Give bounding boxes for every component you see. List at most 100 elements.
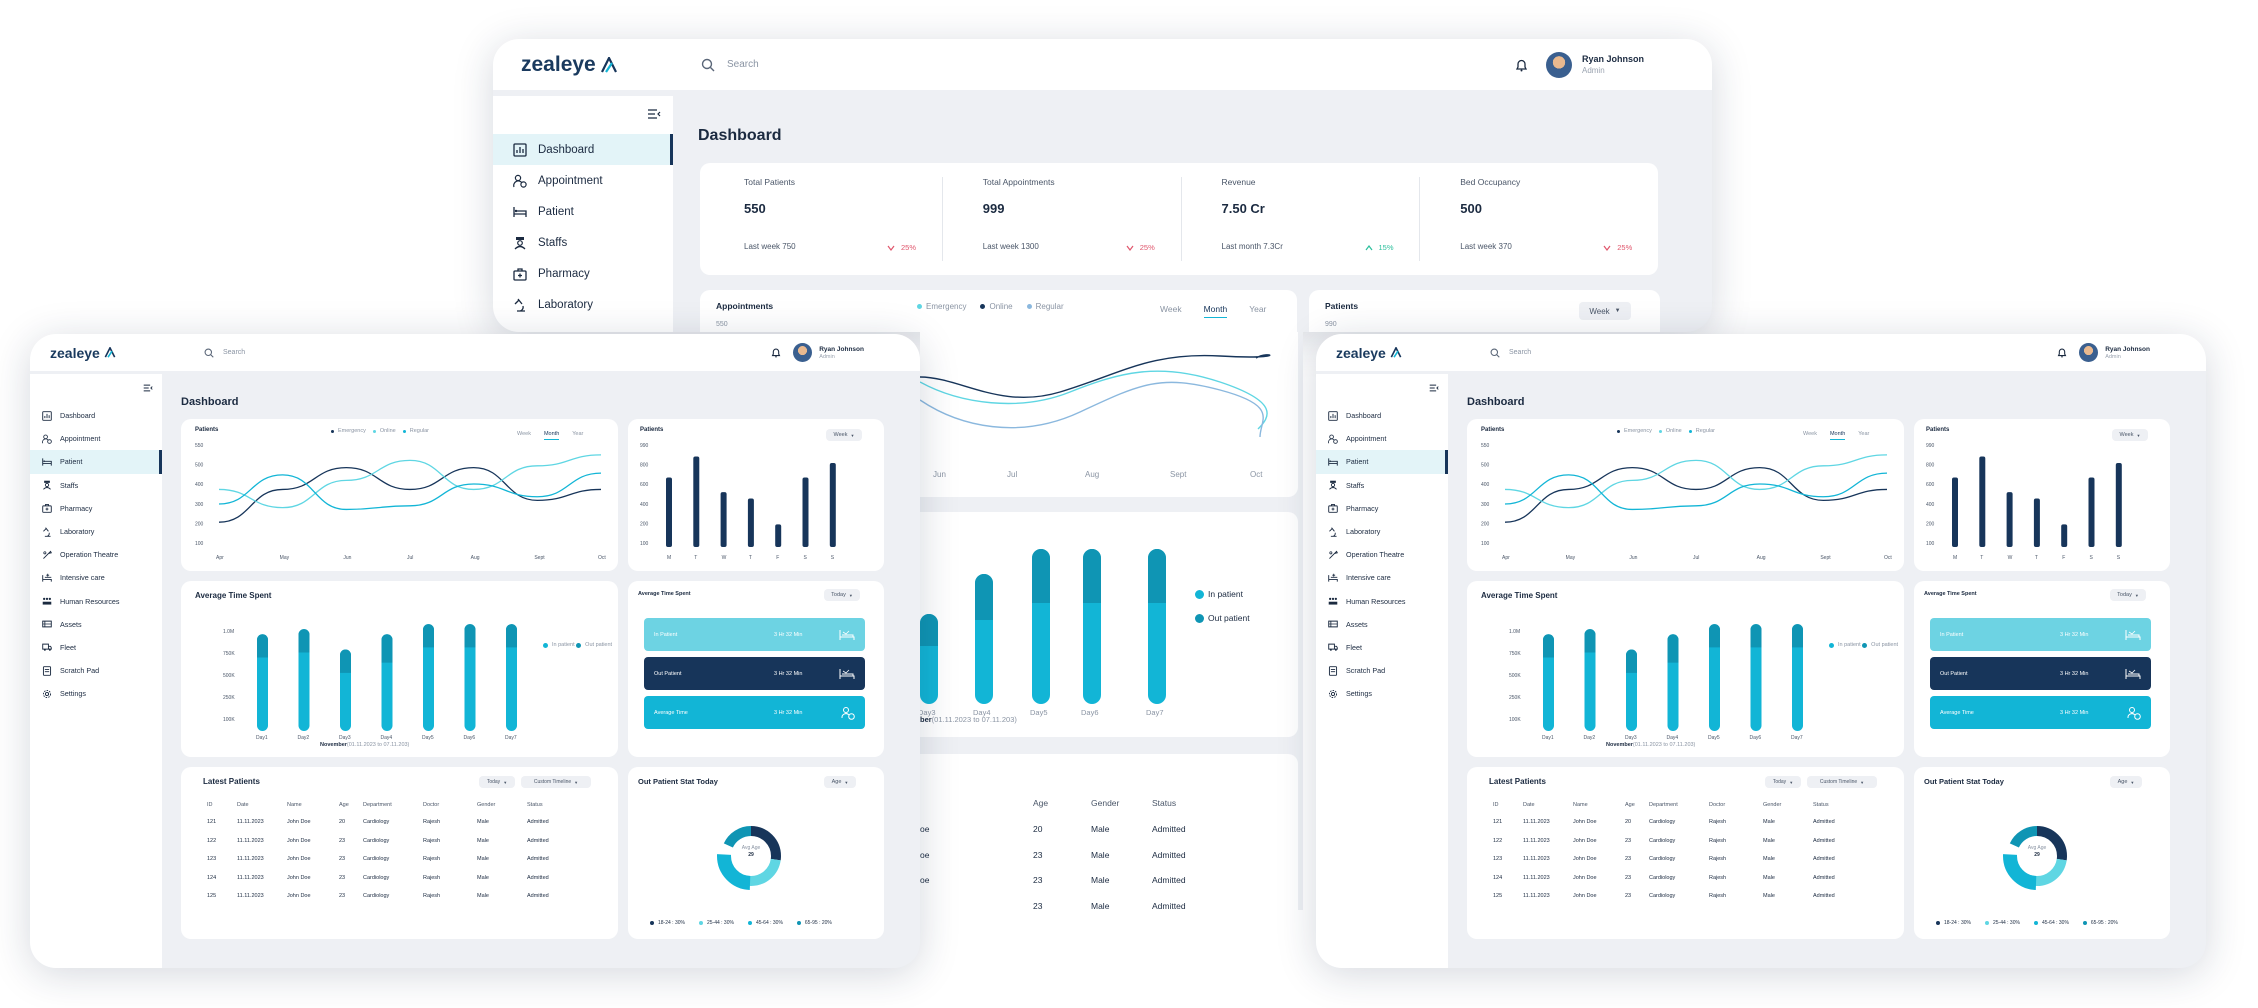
- table-cell: Rajesh: [423, 837, 441, 844]
- search-bar[interactable]: Search: [1490, 348, 1531, 358]
- sidebar-item-patient[interactable]: Patient: [493, 196, 673, 227]
- sidebar-item-pharmacy[interactable]: Pharmacy: [1316, 497, 1448, 520]
- sidebar-item-human-resources[interactable]: Human Resources: [30, 590, 162, 613]
- today-dropdown[interactable]: Today ▼: [2110, 589, 2146, 601]
- search-icon: [701, 58, 715, 71]
- logo[interactable]: zealeye: [521, 53, 701, 77]
- legend-online: Online: [372, 428, 396, 434]
- table-row[interactable]: oe 20 Male Admitted: [920, 824, 1298, 850]
- sidebar-item-dashboard[interactable]: Dashboard: [30, 404, 162, 427]
- tab-week[interactable]: Week: [1160, 304, 1182, 314]
- collapse-icon[interactable]: [647, 109, 661, 119]
- collapse-icon[interactable]: [1429, 384, 1439, 392]
- today-dropdown[interactable]: Today ▼: [1765, 776, 1801, 788]
- out-patient-bar: [1709, 624, 1720, 648]
- custom-timeline-dropdown[interactable]: Custom Timeline ▼: [521, 776, 591, 788]
- sidebar-item-operation-theatre[interactable]: Operation Theatre: [1316, 543, 1448, 566]
- tab-year[interactable]: Year: [1249, 304, 1267, 314]
- search-bar[interactable]: Search: [701, 58, 759, 72]
- user-profile[interactable]: Ryan Johnson Admin: [793, 343, 864, 362]
- sidebar-item-staffs[interactable]: Staffs: [1316, 474, 1448, 497]
- sidebar-item-staffs[interactable]: Staffs: [493, 227, 673, 258]
- tab-month[interactable]: Month: [1203, 304, 1228, 318]
- sidebar-item-dashboard[interactable]: Dashboard: [1316, 404, 1448, 427]
- table-cell: 121: [1493, 819, 1503, 826]
- bell-icon[interactable]: [1515, 58, 1528, 72]
- sidebar-item-staffs[interactable]: Staffs: [30, 474, 162, 497]
- logo[interactable]: zealeye: [1336, 345, 1490, 361]
- today-dropdown[interactable]: Today ▼: [479, 776, 515, 788]
- sidebar-item-settings[interactable]: Settings: [1316, 682, 1448, 705]
- pharmacy-icon: [42, 504, 52, 514]
- user-profile[interactable]: Ryan Johnson Admin: [2079, 343, 2150, 362]
- bell-icon[interactable]: [2057, 347, 2067, 358]
- logo[interactable]: zealeye: [50, 345, 204, 361]
- bell-icon[interactable]: [771, 347, 781, 358]
- search-input[interactable]: Search: [1509, 349, 1532, 356]
- user-profile[interactable]: Ryan Johnson Admin: [1545, 51, 1644, 78]
- custom-timeline-dropdown[interactable]: Custom Timeline ▼: [1807, 776, 1877, 788]
- sidebar-item-pharmacy[interactable]: Pharmacy: [493, 258, 673, 289]
- age-donut-chart: [717, 822, 785, 890]
- tab-year[interactable]: Year: [1858, 431, 1870, 437]
- x-tick-label: Jun: [933, 470, 946, 479]
- table-cell: John Doe: [287, 874, 311, 881]
- sidebar-item-fleet[interactable]: Fleet: [1316, 636, 1448, 659]
- age-dropdown[interactable]: Age ▼: [2110, 776, 2142, 788]
- table-row[interactable]: 124 11.11.2023 John Doe 23 Cardiology Rajesh M…: [203, 869, 583, 888]
- table-row[interactable]: 122 11.11.2023 John Doe 23 Cardiology Rajesh M…: [1489, 832, 1869, 851]
- table-row[interactable]: 122 11.11.2023 John Doe 23 Cardiology Rajesh M…: [203, 832, 583, 851]
- sidebar-item-intensive-care[interactable]: Intensive care: [30, 566, 162, 589]
- table-row[interactable]: oe 23 Male Admitted: [920, 875, 1298, 901]
- week-dropdown[interactable]: Week ▼: [1579, 302, 1631, 320]
- sidebar-item-human-resources[interactable]: Human Resources: [1316, 590, 1448, 613]
- sidebar-item-scratch-pad[interactable]: Scratch Pad: [1316, 659, 1448, 682]
- table-row[interactable]: 125 11.11.2023 John Doe 23 Cardiology Rajesh M…: [1489, 887, 1869, 906]
- sidebar-item-appointment[interactable]: Appointment: [30, 427, 162, 450]
- bar: [775, 524, 782, 547]
- sidebar-item-settings[interactable]: Settings: [30, 682, 162, 705]
- tab-year[interactable]: Year: [572, 431, 584, 437]
- table-row[interactable]: 123 11.11.2023 John Doe 23 Cardiology Rajesh M…: [203, 850, 583, 869]
- search-input[interactable]: Search: [727, 59, 759, 70]
- sidebar-item-laboratory[interactable]: Laboratory: [1316, 520, 1448, 543]
- collapse-icon[interactable]: [143, 384, 153, 392]
- table-row[interactable]: 121 11.11.2023 John Doe 20 Cardiology Rajesh M…: [203, 813, 583, 832]
- sidebar-item-fleet[interactable]: Fleet: [30, 636, 162, 659]
- tab-month[interactable]: Month: [1829, 431, 1846, 440]
- sidebar-item-appointment[interactable]: Appointment: [493, 165, 673, 196]
- tab-week[interactable]: Week: [517, 431, 531, 437]
- table-row[interactable]: 124 11.11.2023 John Doe 23 Cardiology Rajesh M…: [1489, 869, 1869, 888]
- sidebar-item-patient[interactable]: Patient: [30, 450, 162, 474]
- sidebar-item-patient[interactable]: Patient: [1316, 450, 1448, 474]
- card-title: Patients: [195, 427, 219, 433]
- table-row[interactable]: 125 11.11.2023 John Doe 23 Cardiology Rajesh M…: [203, 887, 583, 906]
- sidebar-item-intensive-care[interactable]: Intensive care: [1316, 566, 1448, 589]
- tab-week[interactable]: Week: [1803, 431, 1817, 437]
- x-tick-label: Day2: [1584, 735, 1596, 741]
- today-dropdown[interactable]: Today ▼: [824, 589, 860, 601]
- bar: [720, 492, 727, 547]
- sidebar-item-operation-theatre[interactable]: Operation Theatre: [30, 543, 162, 566]
- sidebar-item-appointment[interactable]: Appointment: [1316, 427, 1448, 450]
- week-dropdown[interactable]: Week ▼: [2112, 429, 2148, 441]
- sidebar-item-assets[interactable]: Assets: [1316, 613, 1448, 636]
- series-emergency-line: [1504, 466, 1888, 523]
- sidebar-item-pharmacy[interactable]: Pharmacy: [30, 497, 162, 520]
- search-bar[interactable]: Search: [204, 348, 245, 358]
- sidebar-item-assets[interactable]: Assets: [30, 613, 162, 636]
- search-input[interactable]: Search: [223, 349, 246, 356]
- table-row[interactable]: 121 11.11.2023 John Doe 20 Cardiology Rajesh M…: [1489, 813, 1869, 832]
- week-dropdown[interactable]: Week ▼: [826, 429, 862, 441]
- table-row[interactable]: 23 Male Admitted: [920, 901, 1298, 927]
- age-dropdown[interactable]: Age ▼: [824, 776, 856, 788]
- sidebar-item-laboratory[interactable]: Laboratory: [493, 289, 673, 320]
- table-row[interactable]: 123 11.11.2023 John Doe 23 Cardiology Rajesh M…: [1489, 850, 1869, 869]
- sidebar-item-laboratory[interactable]: Laboratory: [30, 520, 162, 543]
- sidebar-item-dashboard[interactable]: Dashboard: [493, 134, 673, 165]
- sidebar-item-scratch-pad[interactable]: Scratch Pad: [30, 659, 162, 682]
- tab-month[interactable]: Month: [543, 431, 560, 440]
- table-row[interactable]: oe 23 Male Admitted: [920, 850, 1298, 876]
- x-tick-label: May: [280, 555, 290, 561]
- y-tick-label: 300: [195, 502, 204, 508]
